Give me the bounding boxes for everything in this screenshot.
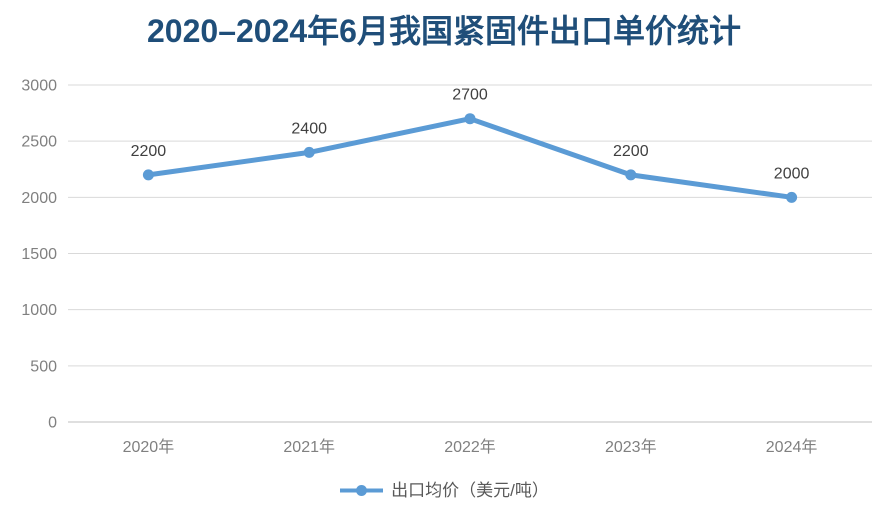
line-dot-marker-icon	[340, 484, 384, 496]
y-axis-tick-label: 500	[30, 358, 57, 375]
x-axis-tick-label: 2021年	[283, 438, 335, 456]
data-point-marker[interactable]	[303, 146, 315, 158]
data-point-label: 2200	[613, 143, 649, 160]
legend[interactable]: 出口均价（美元/吨）	[0, 478, 888, 502]
x-axis-tick-label: 2022年	[444, 438, 496, 456]
x-axis-tick-label: 2024年	[766, 438, 818, 456]
y-axis-tick-label: 2500	[21, 134, 57, 151]
series-line	[145, 116, 795, 200]
data-point-label: 2400	[291, 120, 327, 137]
y-axis-tick-label: 2000	[21, 190, 57, 207]
chart-title: 2020–2024年6月我国紧固件出口单价统计	[147, 13, 741, 49]
data-point-label: 2000	[774, 165, 810, 182]
data-point-marker[interactable]	[142, 169, 154, 181]
x-axis-tick-label: 2023年	[605, 438, 657, 456]
y-axis-tick-label: 1000	[21, 302, 57, 319]
y-axis-tick-label: 1500	[21, 246, 57, 263]
data-point-marker[interactable]	[786, 191, 798, 203]
y-axis-tick-label: 3000	[21, 78, 57, 95]
data-point-marker[interactable]	[625, 169, 637, 181]
data-point-label: 2700	[452, 87, 488, 104]
y-axis-tick-label: 0	[48, 415, 57, 432]
data-point-label: 2200	[131, 143, 167, 160]
legend-label: 出口均价（美元/吨）	[391, 480, 549, 500]
data-point-marker[interactable]	[464, 113, 476, 125]
x-axis-tick-label: 2020年	[123, 438, 175, 456]
